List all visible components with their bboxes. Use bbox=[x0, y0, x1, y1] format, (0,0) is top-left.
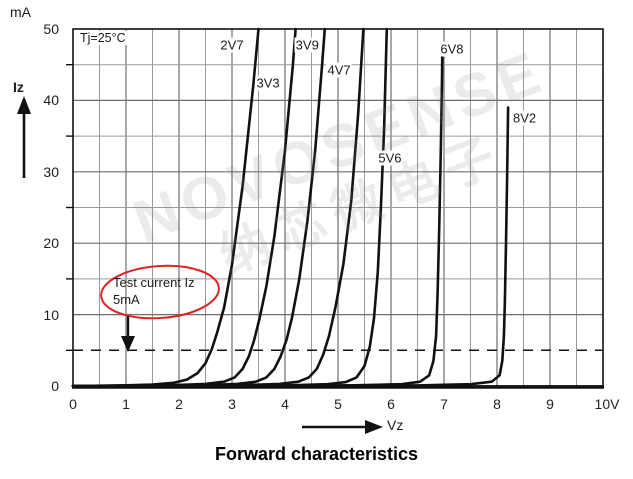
curves-layer bbox=[71, 27, 510, 388]
curve-3V9 bbox=[71, 27, 327, 388]
curve-3V3 bbox=[71, 27, 297, 388]
down-arrow-icon bbox=[121, 336, 135, 352]
curve-4V7 bbox=[71, 27, 365, 388]
right-arrow-icon bbox=[365, 420, 383, 434]
test-current-ellipse bbox=[100, 264, 220, 320]
curve-8V2 bbox=[71, 106, 510, 388]
up-arrow-icon bbox=[17, 96, 31, 114]
grid-layer bbox=[73, 29, 603, 386]
